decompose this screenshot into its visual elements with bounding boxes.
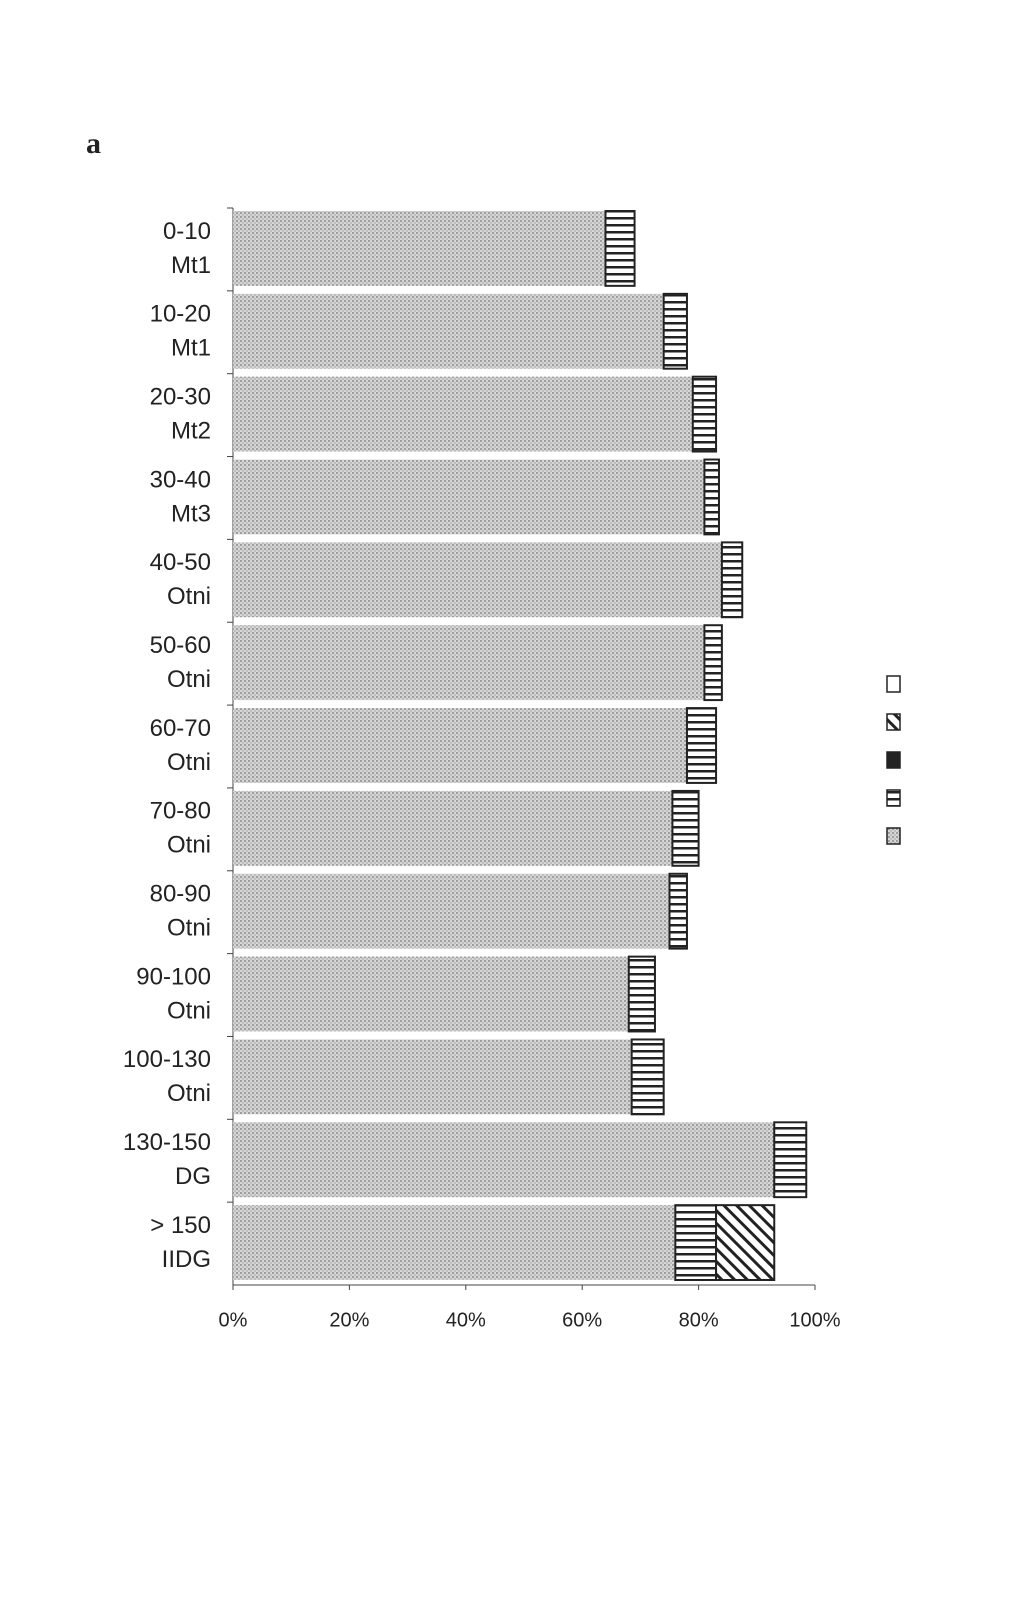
y-tick-label: 30-40 [150,466,211,493]
bar-segment [233,542,722,618]
bar-segment [662,292,688,370]
y-tick-label: Mt1 [171,252,211,279]
x-tick-label: 20% [329,1309,369,1331]
x-tick-label: 100% [789,1309,840,1331]
legend-swatch [886,713,901,731]
y-tick-label: 50-60 [150,632,211,659]
y-tick-label: Otni [167,997,211,1024]
bar-segment [703,624,723,702]
bar-segment [671,789,700,867]
bar-segment [233,873,670,949]
y-tick-label: Otni [167,915,211,942]
bar-segment [233,1122,775,1198]
y-tick-label: Mt1 [171,335,211,362]
bar-segment [233,790,673,866]
y-tick-label: Otni [167,1080,211,1107]
y-tick-label: DG [175,1163,211,1190]
bar-segment [604,210,636,287]
y-tick-label: 70-80 [150,798,211,825]
y-tick-label: > 150 [150,1212,211,1239]
legend-swatch [886,827,901,845]
y-tick-label: 60-70 [150,715,211,742]
y-tick-label: Mt2 [171,417,211,444]
y-tick-label: 90-100 [136,963,211,990]
bar-segment [668,872,688,950]
bar-segment [233,211,606,286]
y-tick-label: Otni [167,832,211,859]
y-tick-label: 40-50 [150,549,211,576]
x-tick-label: 40% [446,1309,486,1331]
y-tick-label: Otni [167,749,211,776]
y-tick-label: 80-90 [150,881,211,908]
bar-segment [674,1204,718,1281]
bar-segment [720,541,744,619]
bar-segment [233,1039,632,1115]
bar-segment [773,1121,808,1199]
bar-segment [630,1038,665,1116]
bar-segment [703,458,720,536]
bar-segment [715,1204,776,1281]
bar-segment [233,1205,676,1280]
y-tick-label: 0-10 [163,218,211,245]
y-tick-label: Otni [167,666,211,693]
bar-segment [233,459,705,535]
bar-segment [627,955,656,1033]
y-tick-label: 130-150 [123,1129,211,1156]
y-tick-label: Otni [167,583,211,610]
legend-swatch [886,751,901,769]
bar-segment [233,376,693,452]
legend-swatch [886,675,901,693]
y-tick-label: 20-30 [150,383,211,410]
x-tick-label: 0% [219,1309,248,1331]
bar-segment [691,375,718,453]
x-tick-label: 60% [562,1309,602,1331]
bar-segment [233,956,629,1032]
legend-swatch [886,789,901,807]
bar-segment [685,707,718,784]
x-tick-label: 80% [679,1309,719,1331]
y-tick-label: 10-20 [150,301,211,328]
bar-segment [233,293,664,369]
y-tick-label: 100-130 [123,1046,211,1073]
y-tick-label: Mt3 [171,500,211,527]
y-tick-label: IIDG [162,1246,211,1273]
panel-label: a [86,127,101,160]
bar-segment [233,708,687,783]
bar-segment [233,625,705,701]
